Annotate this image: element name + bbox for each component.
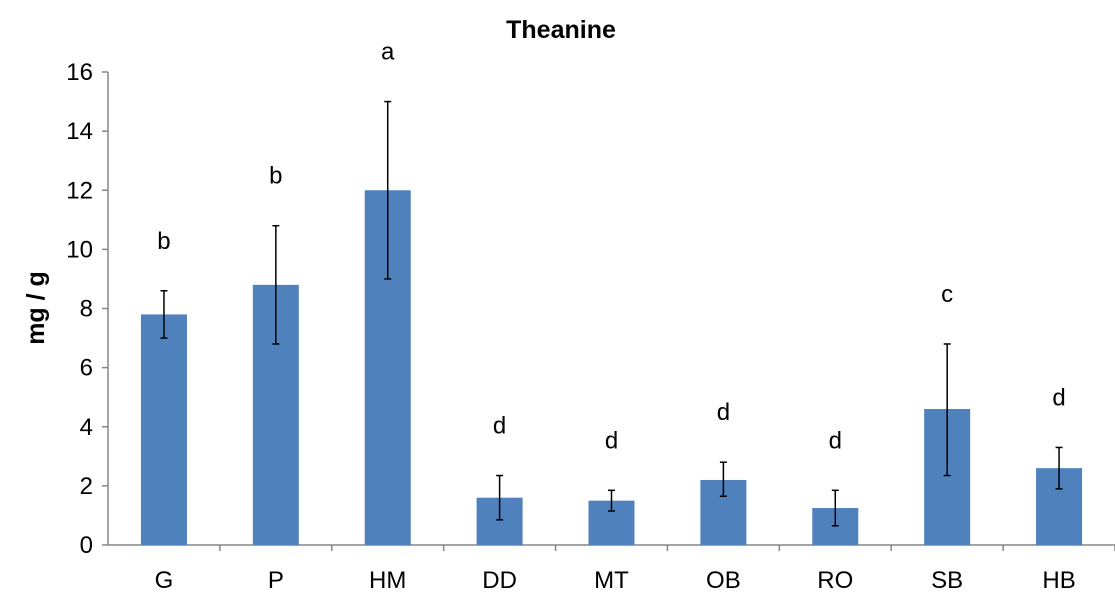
x-tick-label: MT	[594, 567, 629, 594]
significance-letter: b	[269, 163, 282, 190]
significance-letter: d	[829, 427, 842, 454]
significance-letter: a	[381, 39, 395, 66]
significance-letter: d	[717, 399, 730, 426]
y-tick-label: 6	[80, 355, 93, 382]
x-tick-label: SB	[931, 567, 963, 594]
significance-letter: d	[493, 413, 506, 440]
y-tick-label: 12	[66, 177, 93, 204]
significance-letter: b	[157, 228, 170, 255]
significance-letter: d	[605, 427, 618, 454]
bar-g	[140, 314, 187, 545]
y-tick-label: 14	[66, 118, 93, 145]
x-tick-label: G	[155, 567, 174, 594]
x-tick-label: HB	[1042, 567, 1075, 594]
y-tick-label: 10	[66, 236, 93, 263]
y-axis-label: mg / g	[22, 271, 50, 345]
y-tick-label: 2	[80, 473, 93, 500]
significance-letter: c	[941, 281, 953, 308]
significance-letter: d	[1052, 384, 1065, 411]
x-tick-label: P	[268, 567, 284, 594]
y-tick-label: 8	[80, 296, 93, 323]
y-tick-label: 0	[80, 532, 93, 559]
x-tick-label: RO	[817, 567, 853, 594]
plot-area: 0 2 4 6 8 10 12 14 16 Gb Pb HM a DD d MT d OB d RO d SB c HB d	[66, 39, 1115, 594]
x-tick-label: OB	[706, 567, 741, 594]
x-tick-label: HM	[369, 567, 406, 594]
x-tick-label: DD	[482, 567, 517, 594]
chart-title: Theanine	[506, 16, 616, 44]
y-tick-label: 16	[66, 59, 93, 86]
y-tick-label: 4	[80, 414, 93, 441]
